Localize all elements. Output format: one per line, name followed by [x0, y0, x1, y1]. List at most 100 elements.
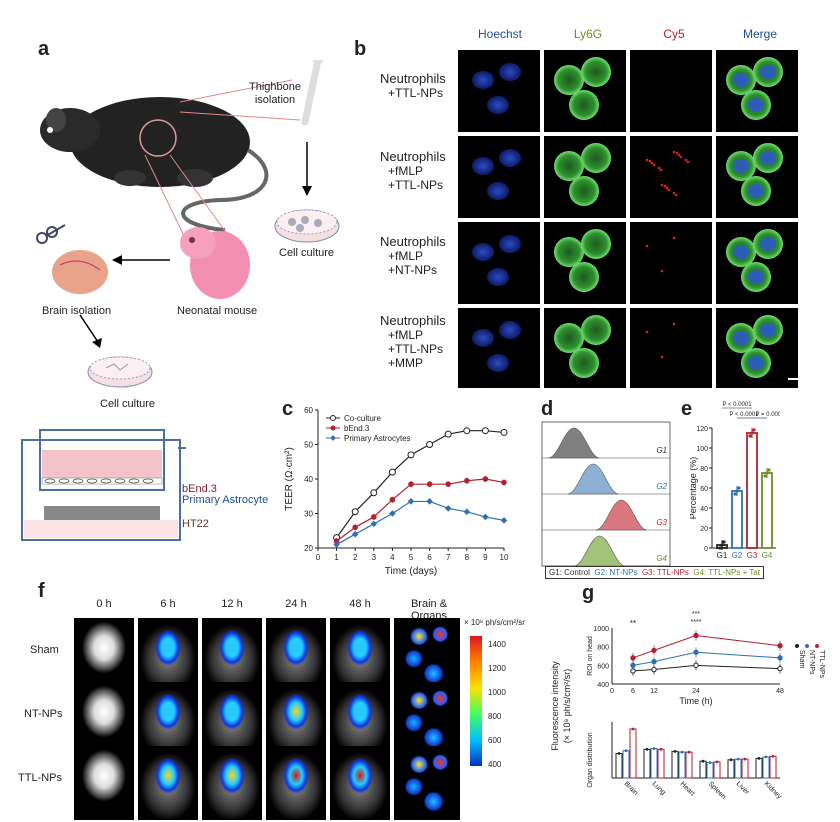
g-bot-bar-Spleen-2	[713, 761, 721, 779]
d-histogram-G4	[573, 535, 626, 567]
e-y-tick-label: 100	[696, 446, 708, 453]
time-label-4: 48 h	[349, 598, 371, 610]
ly6g-cell	[554, 237, 584, 267]
c-point	[463, 508, 471, 516]
g-bot-point	[708, 761, 712, 764]
g-top-point	[651, 658, 657, 665]
merge-nucleus	[760, 65, 776, 79]
g-bot-ylabel: Organ distribution	[587, 732, 594, 787]
c-y-tick-label: 50	[304, 441, 313, 450]
cy5-dot	[660, 269, 664, 273]
g-bot-x-label: Heart	[679, 780, 696, 797]
chart-c: 0 1 2 3 4 5 6 7 8 9 10 20 30 40 50 60 Time (days) TEER (Ω…	[284, 406, 509, 577]
micrograph-r4-c1	[458, 308, 540, 388]
c-x-tick-label: 4	[390, 553, 395, 562]
nucleus-blob	[472, 71, 494, 89]
merge-nucleus	[748, 184, 764, 198]
microscopy-grid	[458, 50, 802, 388]
c-legend-label: Primary Astrocytes	[344, 434, 411, 443]
g-top-point	[651, 647, 657, 654]
d-row-label: G3	[656, 518, 667, 527]
e-y-tick-label: 60	[700, 486, 708, 493]
time-label-3: 24 h	[285, 598, 307, 610]
c-point	[389, 510, 396, 517]
row-label-4: Neutrophils +fMLP +TTL-NPs +MMP	[380, 313, 446, 371]
micrograph-r4-c3	[630, 308, 712, 388]
cy5-dot	[674, 193, 678, 197]
e-point	[748, 434, 752, 438]
g-top-y-tick-label: 800	[597, 645, 609, 652]
g-bot-bar-Brain-0	[615, 753, 623, 779]
e-y-tick-label: 40	[700, 506, 708, 513]
g-top-point	[630, 662, 636, 669]
g-sig: **	[630, 619, 636, 628]
chart-e: 0 20 40 60 80 100 120 Percentage (%) G1 G2 G3 G4 P <…	[690, 402, 780, 560]
thighbone-label: Thighbone isolation	[249, 81, 301, 106]
g-sig: ***	[692, 611, 700, 618]
cy5-dot	[667, 188, 671, 192]
brain-icon	[52, 250, 108, 294]
g-top-y-tick-label: 400	[597, 682, 609, 689]
cy5-dot	[679, 155, 683, 159]
c-point	[370, 489, 378, 497]
e-y-tick-label: 120	[696, 426, 708, 433]
e-x-label: G2	[732, 551, 743, 560]
g-top-x-tick-label: 0	[610, 688, 614, 695]
g-bot-point	[729, 758, 733, 762]
ivis-image-r3-c6	[394, 746, 460, 820]
chart-d-legend: G1: Control G2: NT-NPs G3: TTL-NPs G4: T…	[545, 566, 764, 579]
ivis-image-r2-c2	[138, 682, 198, 756]
c-x-tick-label: 1	[334, 553, 339, 562]
d-histogram-G2	[567, 463, 619, 495]
e-point	[765, 471, 769, 475]
colorbar-tick-label: 600	[488, 736, 502, 745]
c-point	[389, 496, 396, 503]
c-series-line-1	[336, 478, 505, 542]
e-bar-G3	[746, 432, 758, 549]
ivis-image-r3-c2	[138, 746, 198, 820]
e-point	[752, 428, 756, 432]
ivis-image-r2-c3	[202, 682, 262, 756]
d-histogram-G1	[548, 427, 600, 459]
c-point	[481, 427, 489, 435]
ivis-image-r1-c5	[330, 618, 390, 692]
petri-dish-icon-2	[87, 356, 153, 388]
merge-nucleus	[760, 151, 776, 165]
g-bot-bar-Spleen-1	[706, 762, 714, 779]
col-header-merge: Merge	[742, 27, 777, 41]
e-point	[735, 489, 739, 493]
group-label-sham: Sham	[30, 644, 59, 656]
e-bar-G2	[731, 490, 743, 549]
cy5-dot	[665, 186, 669, 190]
g-bot-x-label: Liver	[735, 780, 751, 796]
e-y-tick-label: 0	[704, 546, 708, 553]
g-bot-bar-Lung-2	[657, 748, 665, 779]
cy5-dot	[660, 355, 664, 359]
c-series-line-0	[336, 430, 505, 539]
ivis-image-r1-c1	[74, 618, 134, 692]
c-point	[444, 430, 452, 438]
ly6g-cell	[554, 151, 584, 181]
g-top-x-tick-label: 48	[776, 688, 784, 695]
cy5-dot	[660, 183, 664, 187]
c-point	[351, 508, 359, 516]
g-top-point	[630, 655, 636, 661]
e-point	[722, 540, 726, 544]
g-bot-bar-Lung-0	[643, 748, 651, 779]
micrograph-r3-c1	[458, 222, 540, 304]
g-bot-point	[736, 757, 740, 761]
c-point	[463, 427, 471, 435]
ivis-image-r2-c4	[266, 682, 326, 756]
e-point	[750, 431, 754, 435]
merge-nucleus	[733, 331, 749, 345]
nucleus-blob	[499, 235, 521, 253]
cy5-dot	[659, 168, 663, 172]
c-y-tick-label: 40	[304, 475, 313, 484]
ivis-image-r1-c6	[394, 618, 460, 692]
micrograph-r2-c1	[458, 136, 540, 218]
cy5-dot	[663, 184, 667, 188]
cy5-dot	[677, 153, 681, 157]
c-point	[371, 514, 377, 520]
transwell-layer-3: HT22	[182, 518, 209, 530]
transwell-layer-1: bEnd.3	[182, 483, 217, 495]
